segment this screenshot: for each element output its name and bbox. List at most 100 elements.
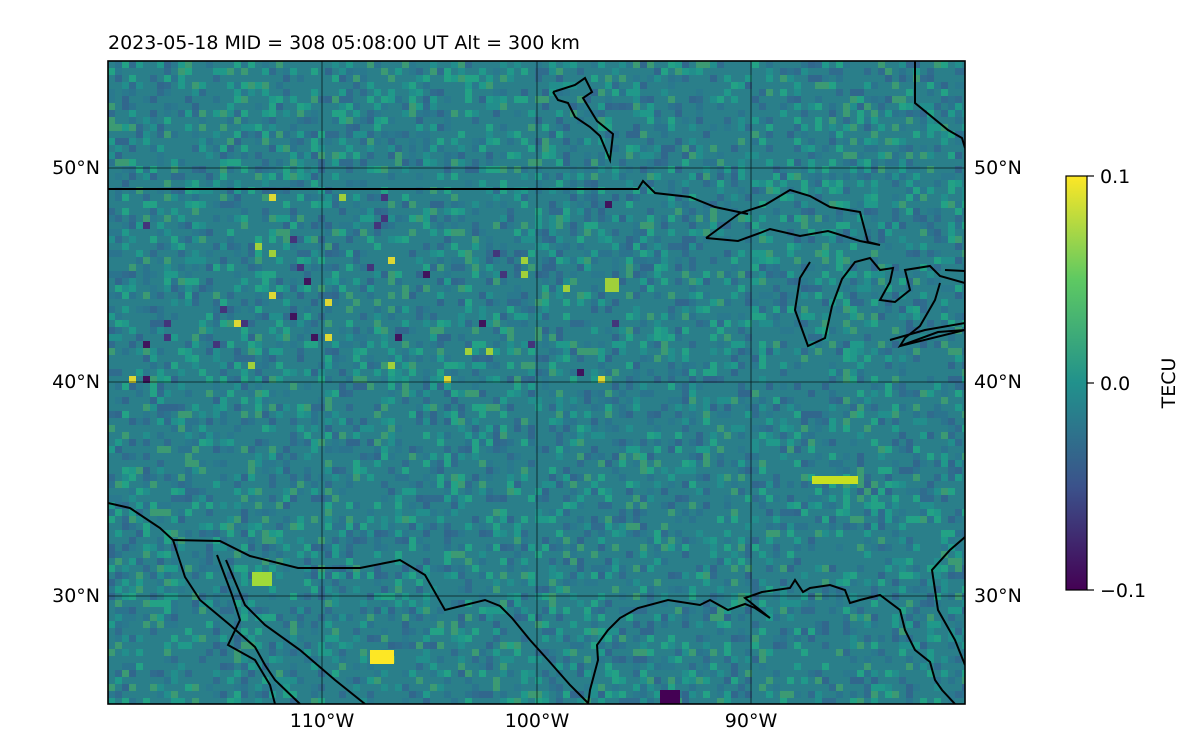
tec-cell	[605, 117, 612, 124]
tec-cell	[297, 159, 304, 166]
tec-cell	[689, 96, 696, 103]
tec-cell	[759, 187, 766, 194]
tec-cell	[549, 579, 556, 586]
tec-cell	[864, 229, 871, 236]
tec-cell	[843, 348, 850, 355]
tec-cell	[619, 348, 626, 355]
tec-cell	[458, 376, 465, 383]
tec-cell	[955, 243, 962, 250]
tec-cell	[318, 404, 325, 411]
tec-cell	[395, 131, 402, 138]
tec-cell	[773, 523, 780, 530]
tec-cell	[899, 607, 906, 614]
tec-cell	[409, 600, 416, 607]
tec-cell	[724, 530, 731, 537]
tec-cell	[738, 285, 745, 292]
tec-cell	[157, 229, 164, 236]
tec-cell	[864, 117, 871, 124]
tec-cell	[318, 236, 325, 243]
tec-cell	[759, 663, 766, 670]
tec-cell	[647, 117, 654, 124]
tec-cell	[731, 677, 738, 684]
tec-cell	[787, 607, 794, 614]
tec-cell	[955, 68, 962, 75]
tec-cell	[612, 334, 619, 341]
tec-cell	[535, 96, 542, 103]
tec-cell	[248, 264, 255, 271]
tec-cell	[843, 586, 850, 593]
tec-cell	[815, 565, 822, 572]
tec-cell	[346, 306, 353, 313]
tec-cell	[542, 145, 549, 152]
tec-cell	[395, 579, 402, 586]
tec-cell	[311, 411, 318, 418]
tec-cell	[185, 201, 192, 208]
tec-cell	[192, 502, 199, 509]
tec-cell	[423, 82, 430, 89]
tec-cell	[563, 656, 570, 663]
tec-cell	[283, 285, 290, 292]
tec-cell	[178, 642, 185, 649]
tec-cell	[353, 229, 360, 236]
tec-cell	[241, 516, 248, 523]
tec-cell	[857, 670, 864, 677]
tec-cell	[927, 565, 934, 572]
tec-cell	[752, 138, 759, 145]
tec-cell	[423, 131, 430, 138]
tec-cell	[227, 341, 234, 348]
tec-cell	[773, 271, 780, 278]
tec-cell	[269, 453, 276, 460]
tec-cell	[164, 614, 171, 621]
tec-cell	[577, 390, 584, 397]
tec-cell	[640, 509, 647, 516]
tec-cell	[171, 75, 178, 82]
tec-cell	[402, 103, 409, 110]
tec-cell	[731, 292, 738, 299]
tec-cell	[416, 614, 423, 621]
tec-cell	[206, 285, 213, 292]
tec-cell	[129, 558, 136, 565]
tec-cell	[759, 607, 766, 614]
tec-cell	[542, 257, 549, 264]
tec-cell	[150, 348, 157, 355]
tec-cell	[752, 481, 759, 488]
tec-cell	[374, 453, 381, 460]
tec-cell	[472, 656, 479, 663]
tec-cell	[472, 691, 479, 698]
tec-cell	[962, 313, 965, 320]
tec-cell	[430, 341, 437, 348]
tec-cell	[857, 173, 864, 180]
tec-cell	[346, 446, 353, 453]
tec-cell	[479, 649, 486, 656]
tec-cell	[794, 278, 801, 285]
tec-cell	[458, 572, 465, 579]
tec-cell	[227, 103, 234, 110]
tec-cell	[465, 89, 472, 96]
tec-cell	[794, 348, 801, 355]
tec-cell	[290, 243, 297, 250]
tec-cell	[115, 68, 122, 75]
tec-cell	[815, 341, 822, 348]
tec-cell	[710, 376, 717, 383]
tec-cell	[598, 397, 605, 404]
tec-cell	[780, 362, 787, 369]
tec-cell	[479, 663, 486, 670]
tec-cell	[934, 488, 941, 495]
tec-cell	[486, 96, 493, 103]
tec-cell	[346, 61, 353, 68]
tec-cell	[276, 278, 283, 285]
tec-cell	[920, 488, 927, 495]
tec-cell	[423, 474, 430, 481]
tec-cell	[703, 677, 710, 684]
tec-cell	[682, 306, 689, 313]
tec-cell	[906, 110, 913, 117]
tec-cell	[143, 369, 150, 376]
tec-cell	[591, 61, 598, 68]
tec-cell	[171, 565, 178, 572]
tec-cell	[353, 572, 360, 579]
tec-cell	[185, 292, 192, 299]
tec-cell	[738, 320, 745, 327]
tec-cell	[311, 201, 318, 208]
tec-cell	[115, 229, 122, 236]
tec-cell	[423, 404, 430, 411]
